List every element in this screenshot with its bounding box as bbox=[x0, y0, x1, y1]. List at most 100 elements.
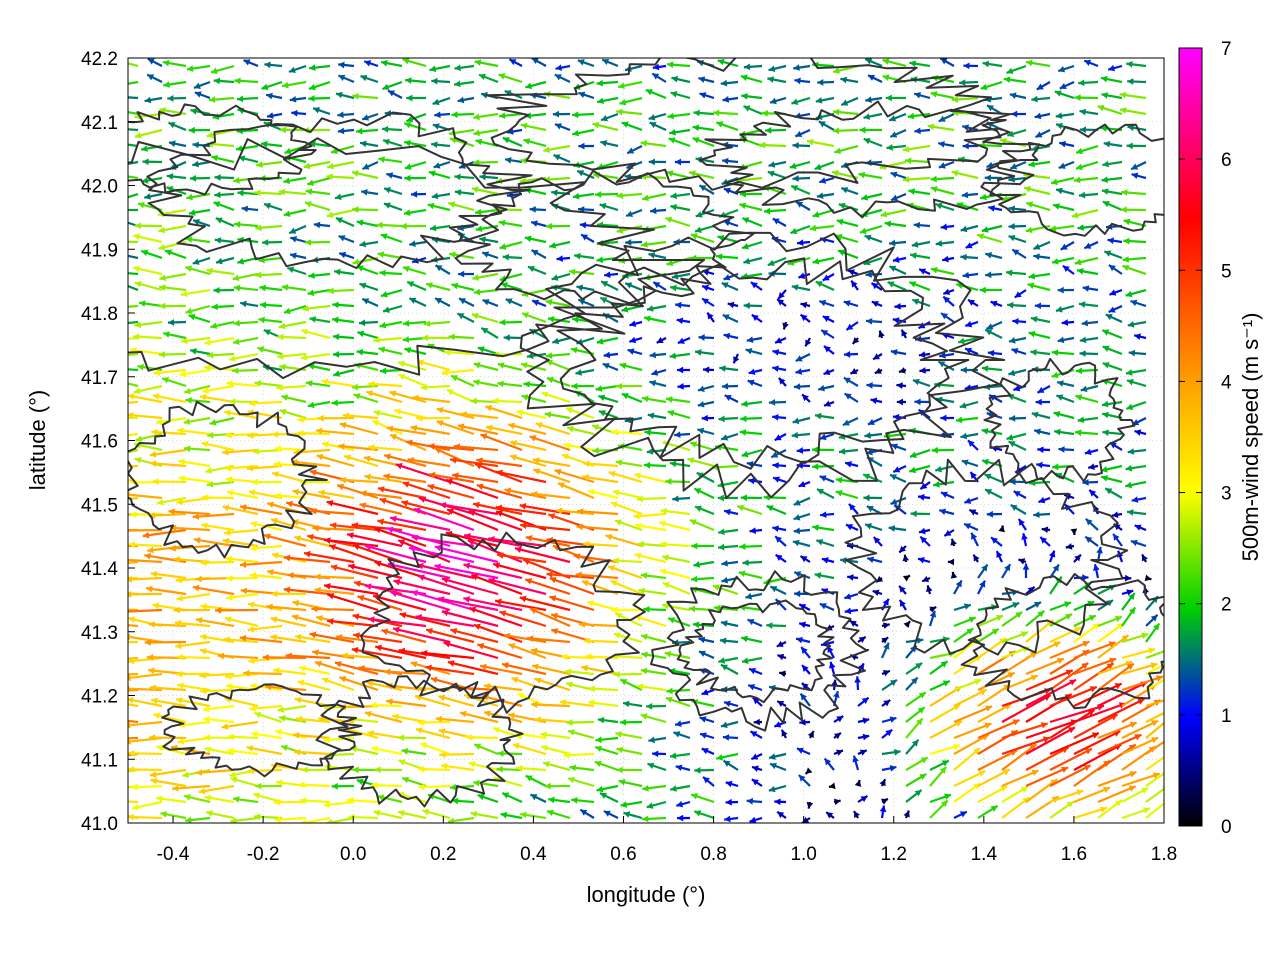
wind-arrow bbox=[195, 768, 235, 776]
wind-arrow bbox=[792, 175, 811, 182]
wind-arrow bbox=[431, 192, 451, 200]
wind-arrow bbox=[1057, 336, 1075, 344]
wind-arrow bbox=[947, 558, 955, 566]
wind-arrow bbox=[623, 811, 643, 820]
wind-arrow bbox=[693, 487, 715, 499]
wind-arrow bbox=[935, 240, 955, 247]
wind-arrow bbox=[441, 609, 499, 628]
wind-arrow bbox=[902, 144, 931, 153]
wind-arrow bbox=[230, 816, 259, 823]
wind-arrow bbox=[738, 570, 763, 580]
wind-arrow bbox=[260, 140, 283, 148]
wind-arrow bbox=[1145, 721, 1164, 739]
wind-arrow bbox=[625, 239, 643, 246]
wind-arrow bbox=[531, 249, 547, 259]
wind-arrow bbox=[646, 702, 667, 710]
wind-arrow bbox=[409, 240, 427, 248]
wind-arrow bbox=[222, 448, 259, 456]
wind-arrow bbox=[300, 352, 331, 361]
wind-arrow bbox=[819, 602, 835, 612]
wind-arrow bbox=[543, 144, 571, 153]
wind-arrow bbox=[914, 398, 931, 406]
wind-arrow bbox=[896, 382, 907, 389]
wind-arrow bbox=[373, 336, 403, 344]
wind-arrow bbox=[1079, 350, 1099, 357]
wind-arrow bbox=[611, 428, 643, 436]
wind-arrow bbox=[986, 320, 1003, 330]
wind-arrow bbox=[665, 216, 691, 228]
wind-arrow bbox=[847, 574, 859, 581]
wind-arrow bbox=[402, 265, 427, 276]
wind-arrow bbox=[193, 80, 211, 89]
wind-arrow bbox=[912, 378, 931, 388]
wind-arrow bbox=[239, 504, 283, 516]
wind-arrow bbox=[134, 320, 163, 329]
wind-arrow bbox=[446, 508, 499, 532]
wind-arrow bbox=[413, 507, 475, 532]
wind-arrow bbox=[281, 284, 307, 292]
wind-arrow bbox=[553, 153, 571, 164]
wind-arrow bbox=[1006, 128, 1027, 138]
wind-arrow bbox=[224, 616, 259, 628]
wind-arrow bbox=[1131, 172, 1147, 180]
wind-arrow bbox=[658, 520, 691, 532]
wind-arrow bbox=[847, 269, 859, 276]
wind-arrow bbox=[751, 765, 763, 772]
wind-arrow bbox=[243, 59, 259, 68]
wind-arrow bbox=[577, 508, 619, 516]
wind-arrow bbox=[953, 747, 981, 771]
wind-arrow bbox=[149, 734, 187, 741]
wind-arrow bbox=[128, 656, 139, 660]
wind-arrow bbox=[359, 240, 379, 248]
wind-arrow bbox=[156, 496, 187, 506]
wind-arrow bbox=[128, 800, 139, 804]
wind-arrow bbox=[1022, 563, 1030, 579]
wind-arrow bbox=[403, 208, 427, 217]
wind-arrow bbox=[400, 222, 427, 230]
wind-arrow bbox=[938, 160, 955, 169]
wind-arrow bbox=[417, 574, 475, 596]
wind-arrow bbox=[201, 494, 235, 501]
wind-arrow bbox=[521, 312, 547, 324]
wind-arrow bbox=[321, 677, 355, 692]
wind-arrow bbox=[573, 553, 619, 564]
wind-arrow bbox=[159, 284, 187, 292]
wind-arrow bbox=[1145, 650, 1164, 660]
y-tick-label: 41.8 bbox=[81, 304, 118, 325]
wind-arrow bbox=[985, 271, 1003, 279]
wind-arrow bbox=[425, 282, 451, 292]
wind-arrow bbox=[168, 121, 187, 132]
wind-arrow bbox=[1023, 185, 1051, 196]
wind-arrow bbox=[690, 575, 715, 583]
wind-arrow bbox=[545, 352, 571, 359]
wind-arrow bbox=[1097, 698, 1145, 723]
wind-arrow bbox=[953, 722, 992, 740]
wind-arrow bbox=[492, 726, 523, 740]
wind-arrow bbox=[671, 75, 691, 84]
wind-arrow bbox=[818, 299, 835, 308]
wind-arrow bbox=[181, 336, 211, 345]
wind-arrow bbox=[256, 160, 283, 168]
wind-arrow bbox=[929, 766, 948, 787]
y-tick-label: 42.0 bbox=[81, 177, 118, 198]
wind-arrow bbox=[361, 112, 379, 121]
wind-arrow bbox=[851, 337, 860, 345]
wind-arrow bbox=[407, 456, 451, 468]
wind-arrow bbox=[362, 160, 379, 170]
wind-arrow bbox=[178, 458, 211, 468]
wind-arrow bbox=[886, 144, 907, 151]
wind-arrow bbox=[397, 809, 427, 820]
wind-arrow bbox=[746, 336, 763, 343]
wind-arrow bbox=[1078, 79, 1099, 87]
wind-arrow bbox=[872, 353, 883, 361]
wind-arrow bbox=[357, 594, 403, 612]
wind-arrow bbox=[520, 522, 571, 532]
wind-arrow bbox=[1005, 269, 1027, 277]
wind-arrow bbox=[1054, 90, 1075, 100]
wind-arrow bbox=[592, 121, 619, 132]
wind-arrow bbox=[458, 270, 475, 278]
wind-arrow bbox=[434, 447, 475, 468]
wind-arrow bbox=[576, 169, 595, 180]
wind-arrow bbox=[765, 127, 787, 134]
wind-arrow bbox=[1017, 518, 1027, 531]
